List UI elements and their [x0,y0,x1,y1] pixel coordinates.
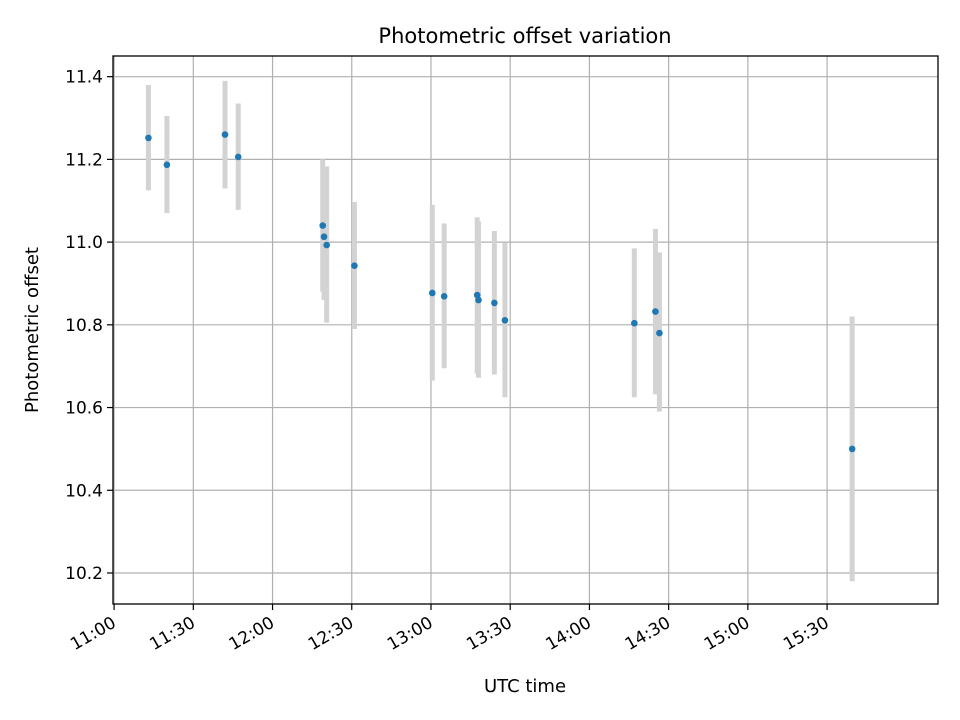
y-tick-label: 10.4 [65,481,103,501]
data-point [440,292,448,300]
data-point [652,308,659,315]
data-point [656,329,663,337]
x-tick-label: 15:30 [780,613,832,655]
x-axis-label: UTC time [484,676,566,697]
x-tick-label: 15:00 [701,613,753,655]
y-tick-label: 11.2 [65,150,103,170]
data-point [221,131,229,138]
data-point [631,319,638,327]
x-tick-label: 14:30 [622,613,674,655]
chart-title: Photometric offset variation [378,24,671,48]
x-tick-label: 13:00 [384,613,436,655]
x-tick-label: 12:30 [305,613,357,655]
y-tick-label: 10.6 [65,399,103,419]
data-point [473,291,481,299]
y-tick-label: 10.2 [65,564,103,584]
axis-ticks: 11:00 11:30 12:00 12:30 13:00 13:30 14:00 14:30… [65,68,832,655]
data-point [501,316,509,324]
data-point [163,161,171,169]
plot-frame [112,55,939,605]
x-tick-label: 11:30 [146,613,198,655]
data-point [429,289,436,297]
data-point [323,241,330,249]
data-points [145,131,856,453]
data-point [351,262,358,269]
data-point [319,222,327,229]
x-tick-label: 14:00 [542,613,594,655]
y-tick-label: 11.4 [65,68,103,88]
x-tick-label: 13:30 [463,613,515,655]
y-axis-label: Photometric offset [22,247,43,413]
x-tick-label: 12:00 [226,613,278,655]
y-tick-label: 10.8 [65,316,103,336]
data-point [320,233,328,241]
error-bars [145,80,855,582]
data-point [475,296,482,304]
data-point [491,299,498,307]
y-tick-label: 11.0 [65,233,103,253]
x-tick-label: 11:00 [67,613,119,655]
data-point [145,134,152,142]
data-point [234,153,242,161]
grid [113,56,938,604]
data-point [848,445,856,453]
